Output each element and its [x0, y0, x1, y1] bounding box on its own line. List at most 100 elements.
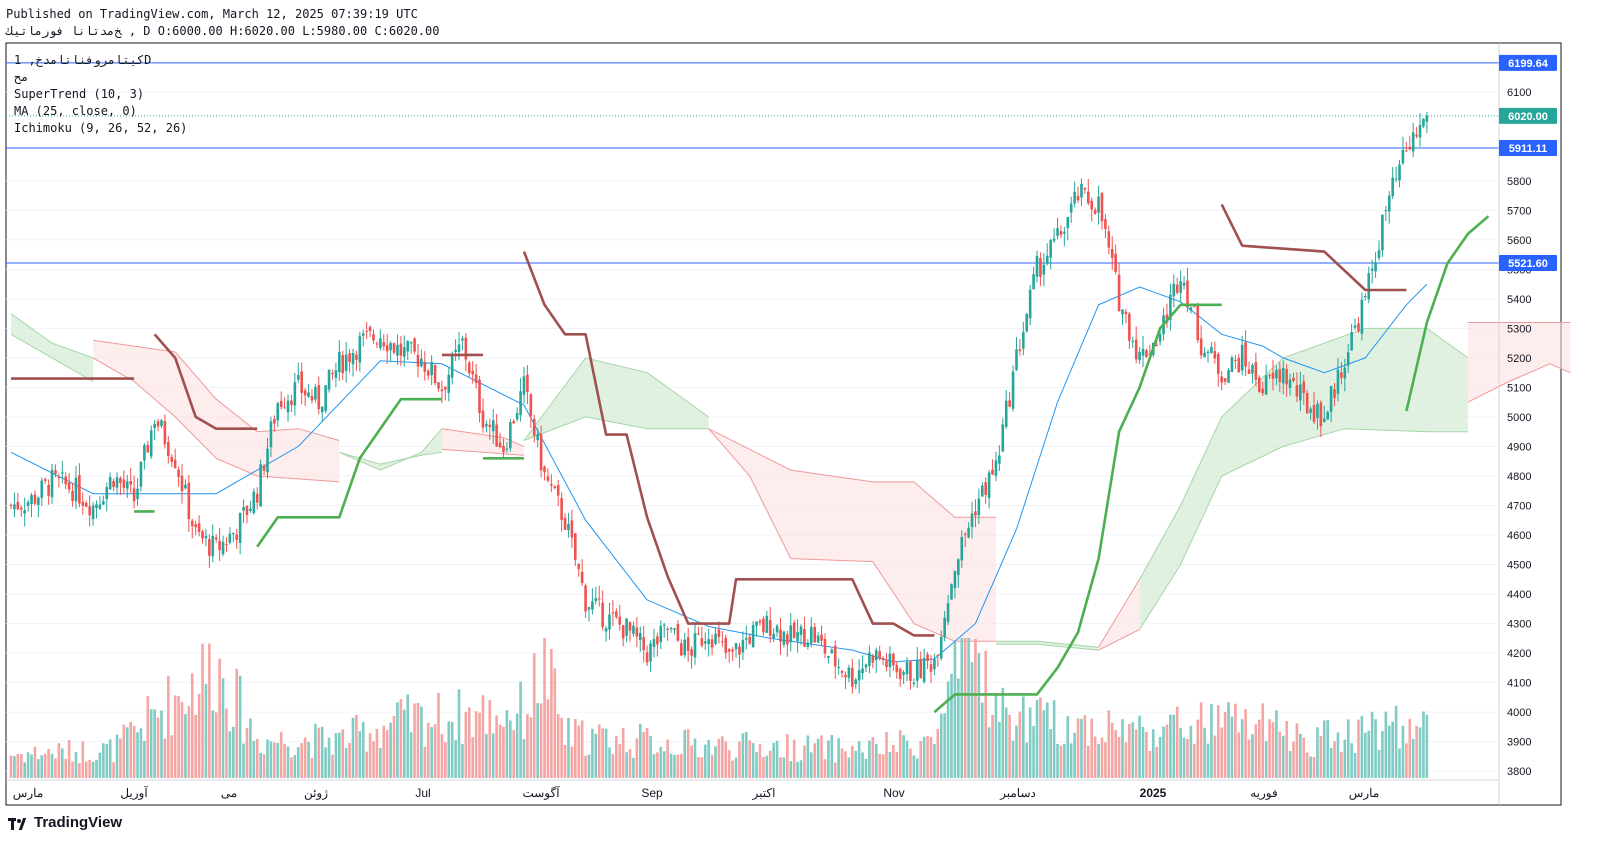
candle-body[interactable] — [1278, 369, 1282, 383]
candle-body[interactable] — [1415, 134, 1418, 137]
candle-body[interactable] — [594, 597, 598, 602]
candle-body[interactable] — [960, 537, 964, 561]
candle-body[interactable] — [1032, 274, 1035, 290]
candle-body[interactable] — [262, 465, 266, 471]
candle-body[interactable] — [621, 625, 625, 639]
candle-body[interactable] — [399, 343, 403, 356]
candle-body[interactable] — [560, 498, 563, 521]
candle-body[interactable] — [1134, 339, 1138, 360]
candle-body[interactable] — [437, 382, 440, 389]
candle-body[interactable] — [331, 373, 334, 375]
candle-body[interactable] — [703, 641, 707, 644]
candle-body[interactable] — [1073, 191, 1076, 204]
candle-body[interactable] — [998, 455, 1001, 464]
candle-body[interactable] — [714, 633, 717, 644]
candle-body[interactable] — [512, 421, 516, 424]
candle-body[interactable] — [47, 484, 50, 496]
candle-body[interactable] — [796, 631, 799, 642]
candle-body[interactable] — [1090, 200, 1094, 210]
candle-body[interactable] — [1281, 367, 1285, 384]
candle-body[interactable] — [963, 534, 967, 536]
candle-body[interactable] — [1384, 210, 1388, 212]
candle-body[interactable] — [1018, 349, 1022, 352]
candle-body[interactable] — [1227, 370, 1230, 383]
candle-body[interactable] — [409, 342, 413, 344]
candle-body[interactable] — [218, 540, 221, 551]
candle-body[interactable] — [177, 469, 180, 477]
candle-body[interactable] — [587, 607, 591, 610]
candle-body[interactable] — [943, 617, 946, 638]
candle-body[interactable] — [1374, 262, 1377, 272]
candle-body[interactable] — [214, 537, 218, 540]
candle-body[interactable] — [868, 652, 871, 666]
candle-body[interactable] — [372, 334, 375, 341]
candle-body[interactable] — [1124, 311, 1128, 315]
candle-body[interactable] — [840, 670, 844, 673]
candle-body[interactable] — [567, 523, 570, 531]
candle-body[interactable] — [1155, 344, 1158, 346]
candle-body[interactable] — [574, 533, 577, 560]
candle-body[interactable] — [358, 336, 362, 363]
candle-body[interactable] — [1381, 214, 1384, 251]
candle-body[interactable] — [597, 598, 601, 600]
candle-body[interactable] — [1408, 146, 1412, 150]
candle-body[interactable] — [341, 355, 345, 374]
tradingview-logo[interactable]: TradingView — [8, 814, 122, 831]
candle-body[interactable] — [1288, 379, 1292, 388]
candle-body[interactable] — [1316, 403, 1319, 418]
candle-body[interactable] — [296, 375, 300, 380]
candle-body[interactable] — [290, 400, 293, 405]
candle-body[interactable] — [772, 633, 775, 639]
candle-body[interactable] — [190, 520, 194, 527]
candle-body[interactable] — [1145, 350, 1148, 358]
candle-body[interactable] — [1004, 400, 1008, 427]
candle-body[interactable] — [454, 349, 457, 352]
candle-body[interactable] — [505, 448, 509, 450]
candle-body[interactable] — [1104, 219, 1107, 230]
candle-body[interactable] — [43, 479, 47, 481]
candle-body[interactable] — [327, 369, 331, 390]
candle-body[interactable] — [98, 504, 102, 509]
candle-body[interactable] — [1049, 240, 1052, 258]
candle-body[interactable] — [13, 504, 16, 510]
candle-body[interactable] — [361, 333, 365, 336]
candle-body[interactable] — [238, 512, 242, 543]
candle-body[interactable] — [252, 491, 256, 514]
candle-body[interactable] — [953, 571, 957, 588]
candle-body[interactable] — [601, 602, 604, 628]
candle-body[interactable] — [864, 664, 868, 668]
candle-body[interactable] — [1268, 375, 1271, 377]
candle-body[interactable] — [1100, 192, 1104, 222]
candle-body[interactable] — [91, 505, 95, 520]
candle-body[interactable] — [1052, 238, 1056, 241]
candle-body[interactable] — [710, 639, 714, 648]
candle-body[interactable] — [529, 394, 533, 417]
candle-body[interactable] — [232, 532, 235, 535]
candle-body[interactable] — [656, 636, 659, 645]
candle-body[interactable] — [184, 484, 187, 489]
candle-body[interactable] — [768, 619, 772, 636]
candle-body[interactable] — [1083, 187, 1087, 190]
candle-body[interactable] — [108, 477, 112, 490]
candle-body[interactable] — [40, 480, 44, 498]
candle-body[interactable] — [1357, 323, 1360, 332]
candle-body[interactable] — [1199, 338, 1203, 356]
candle-body[interactable] — [638, 632, 642, 641]
candle-body[interactable] — [1295, 385, 1299, 397]
candle-body[interactable] — [1097, 196, 1100, 213]
candle-body[interactable] — [1063, 231, 1066, 234]
candle-body[interactable] — [844, 674, 847, 678]
candle-body[interactable] — [1244, 342, 1247, 367]
candle-body[interactable] — [881, 658, 885, 660]
candle-body[interactable] — [129, 481, 132, 485]
candle-body[interactable] — [809, 626, 813, 644]
candle-body[interactable] — [693, 633, 697, 658]
candle-body[interactable] — [1175, 284, 1179, 293]
candle-body[interactable] — [721, 641, 724, 643]
candle-body[interactable] — [950, 584, 953, 600]
candle-body[interactable] — [1271, 372, 1275, 379]
candle-body[interactable] — [820, 634, 823, 641]
candle-body[interactable] — [608, 614, 611, 630]
candle-body[interactable] — [1182, 282, 1186, 286]
candle-body[interactable] — [1039, 258, 1042, 277]
